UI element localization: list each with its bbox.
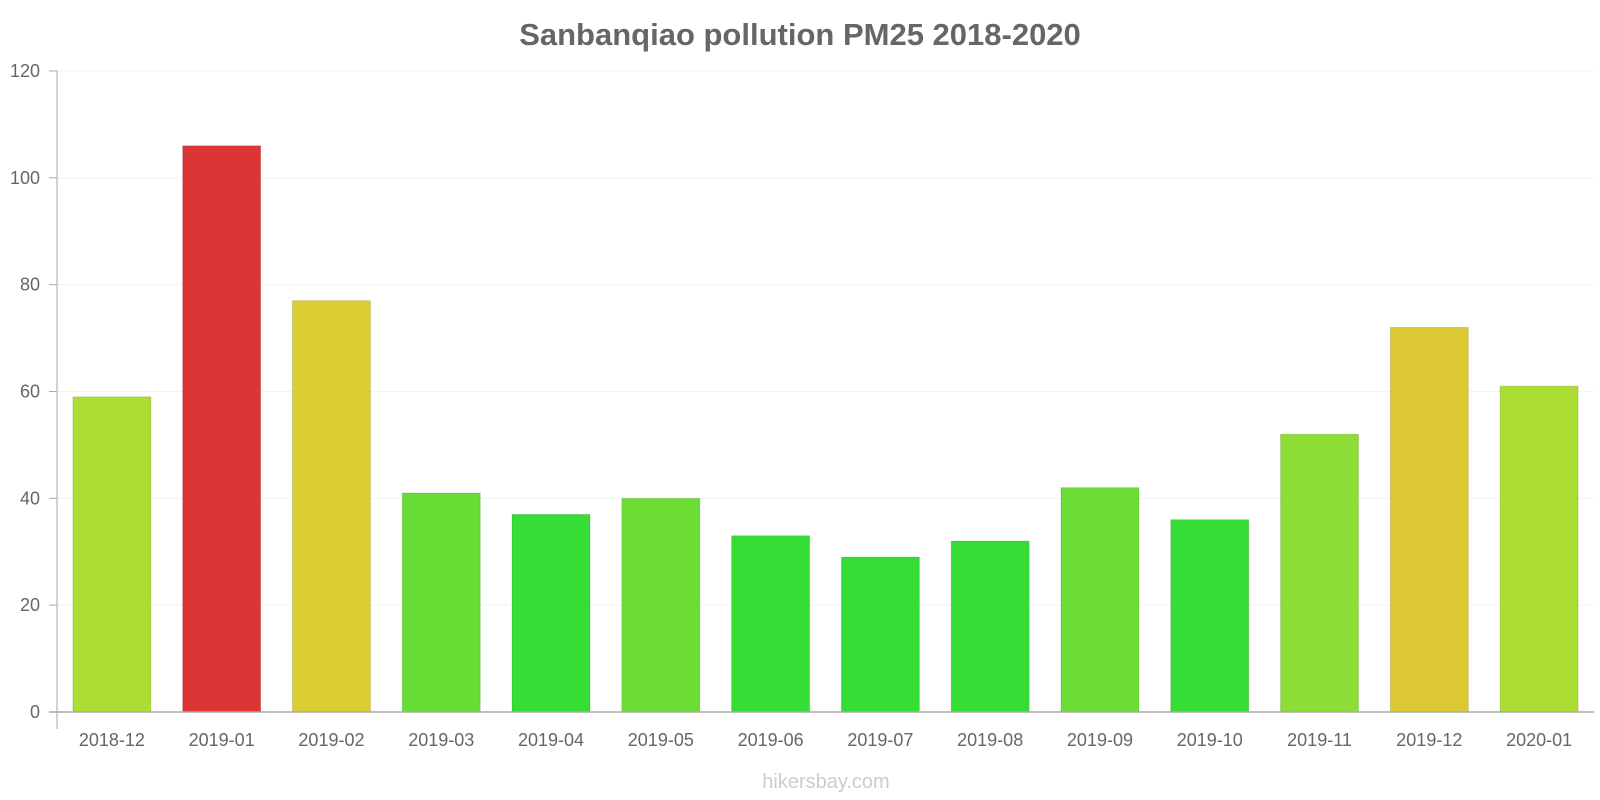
bar-2019-12 xyxy=(1389,326,1469,713)
bars xyxy=(72,145,1579,713)
bar-2020-01 xyxy=(1499,385,1579,713)
bar-2019-03 xyxy=(401,492,481,713)
x-tick-label: 2019-06 xyxy=(738,730,804,750)
credit-text: hikersbay.com xyxy=(762,771,889,793)
chart-title: Sanbanqiao pollution PM25 2018-2020 xyxy=(519,17,1081,52)
x-tick-label: 2019-11 xyxy=(1287,730,1352,750)
y-tick-label: 0 xyxy=(30,702,40,722)
x-tick-label: 2019-04 xyxy=(518,730,584,750)
bar-2018-12 xyxy=(72,396,152,713)
bar-2019-11 xyxy=(1280,433,1360,713)
gridlines xyxy=(49,70,1594,713)
y-tick-label: 80 xyxy=(20,275,40,295)
x-tick-label: 2019-12 xyxy=(1396,730,1462,750)
x-tick-label: 2020-01 xyxy=(1506,730,1572,750)
x-tick-label: 2019-03 xyxy=(408,730,474,750)
x-tick-label: 2019-09 xyxy=(1067,730,1133,750)
y-tick-label: 100 xyxy=(10,168,40,188)
x-tick-label: 2019-05 xyxy=(628,730,694,750)
axes xyxy=(49,71,1594,729)
y-tick-label: 60 xyxy=(20,382,40,402)
bar-2019-08 xyxy=(950,540,1030,713)
x-tick-label: 2019-10 xyxy=(1177,730,1243,750)
y-tick-label: 40 xyxy=(20,488,40,508)
bar-2019-05 xyxy=(621,497,701,713)
x-tick-label: 2019-02 xyxy=(298,730,364,750)
x-tick-label: 2019-07 xyxy=(847,730,913,750)
bar-2019-10 xyxy=(1170,519,1250,713)
x-axis-tick-labels: 2018-12 2019-01 2019-02 2019-03 2019-04 2019-… xyxy=(79,730,1572,750)
bar-2019-06 xyxy=(731,535,811,713)
bar-2019-07 xyxy=(840,556,920,713)
bar-2019-09 xyxy=(1060,487,1140,713)
y-tick-label: 20 xyxy=(20,595,40,615)
x-tick-label: 2019-08 xyxy=(957,730,1023,750)
x-tick-label: 2018-12 xyxy=(79,730,145,750)
bar-2019-02 xyxy=(291,300,371,713)
y-tick-label: 120 xyxy=(10,61,40,81)
y-axis-tick-labels: 0 20 40 60 80 100 120 xyxy=(10,61,40,722)
bar-2019-01 xyxy=(182,145,262,713)
x-tick-label: 2019-01 xyxy=(189,730,255,750)
bar-2019-04 xyxy=(511,513,591,713)
